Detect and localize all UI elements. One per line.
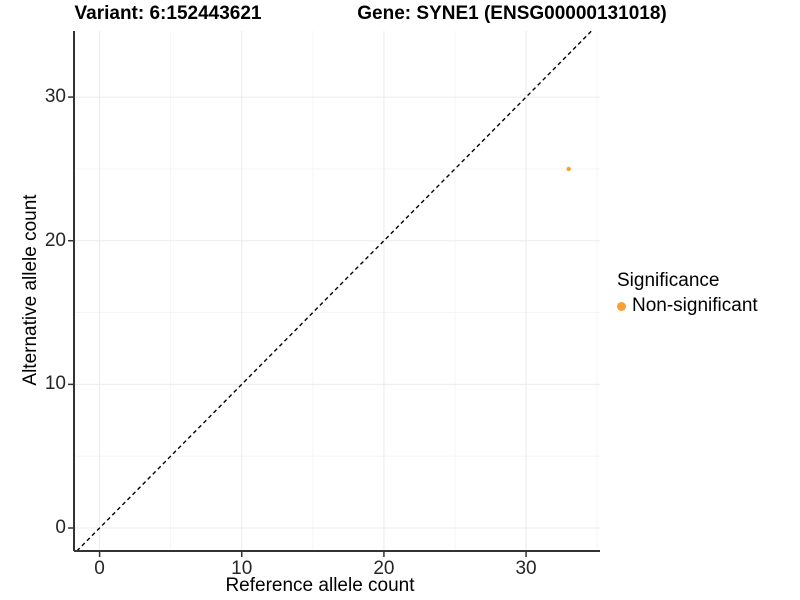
legend: Significance Non-significant [617, 270, 758, 317]
data-point [566, 166, 571, 172]
x-tick-label: 30 [515, 558, 537, 579]
plot-title-gene: Gene: SYNE1 (ENSG00000131018) [357, 3, 667, 24]
y-tick-label: 20 [44, 229, 66, 251]
x-tick-label: 10 [231, 558, 253, 579]
x-tick-label: 20 [373, 558, 395, 579]
identity-reference-line [76, 30, 592, 552]
legend-item-non-significant: Non-significant [617, 295, 758, 317]
x-axis-title: Reference allele count [225, 575, 415, 596]
y-tick-label: 10 [44, 373, 66, 395]
x-tick-label: 0 [94, 558, 105, 579]
y-tick-label: 30 [44, 86, 66, 108]
y-axis-title: Alternative allele count [20, 194, 41, 386]
y-tick-label: 0 [55, 517, 66, 539]
plot-title-variant: Variant: 6:152443621 [74, 3, 262, 24]
legend-point-icon [617, 301, 626, 311]
legend-item-label: Non-significant [632, 295, 758, 316]
legend-title: Significance [617, 270, 720, 291]
